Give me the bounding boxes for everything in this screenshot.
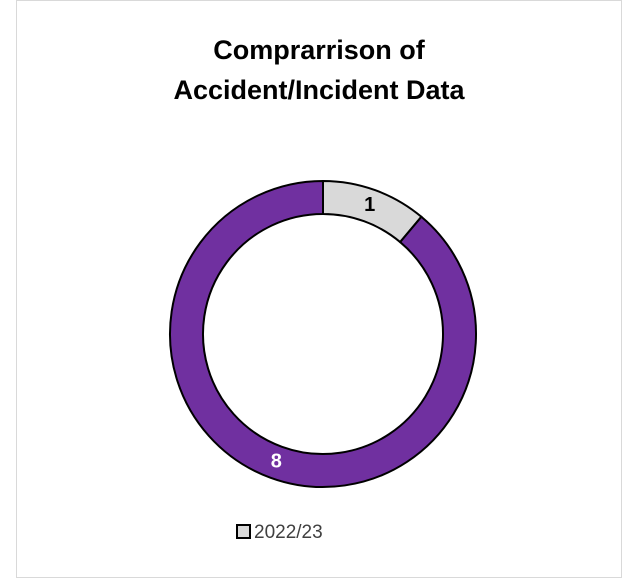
legend-label: 2022/23: [254, 522, 323, 543]
data-label: 1: [364, 194, 375, 216]
data-label: 8: [271, 451, 282, 473]
legend-swatch: [236, 524, 251, 539]
donut-segment: [169, 179, 477, 488]
chart-title: Comprarrison of Accident/Incident Data: [173, 35, 465, 105]
